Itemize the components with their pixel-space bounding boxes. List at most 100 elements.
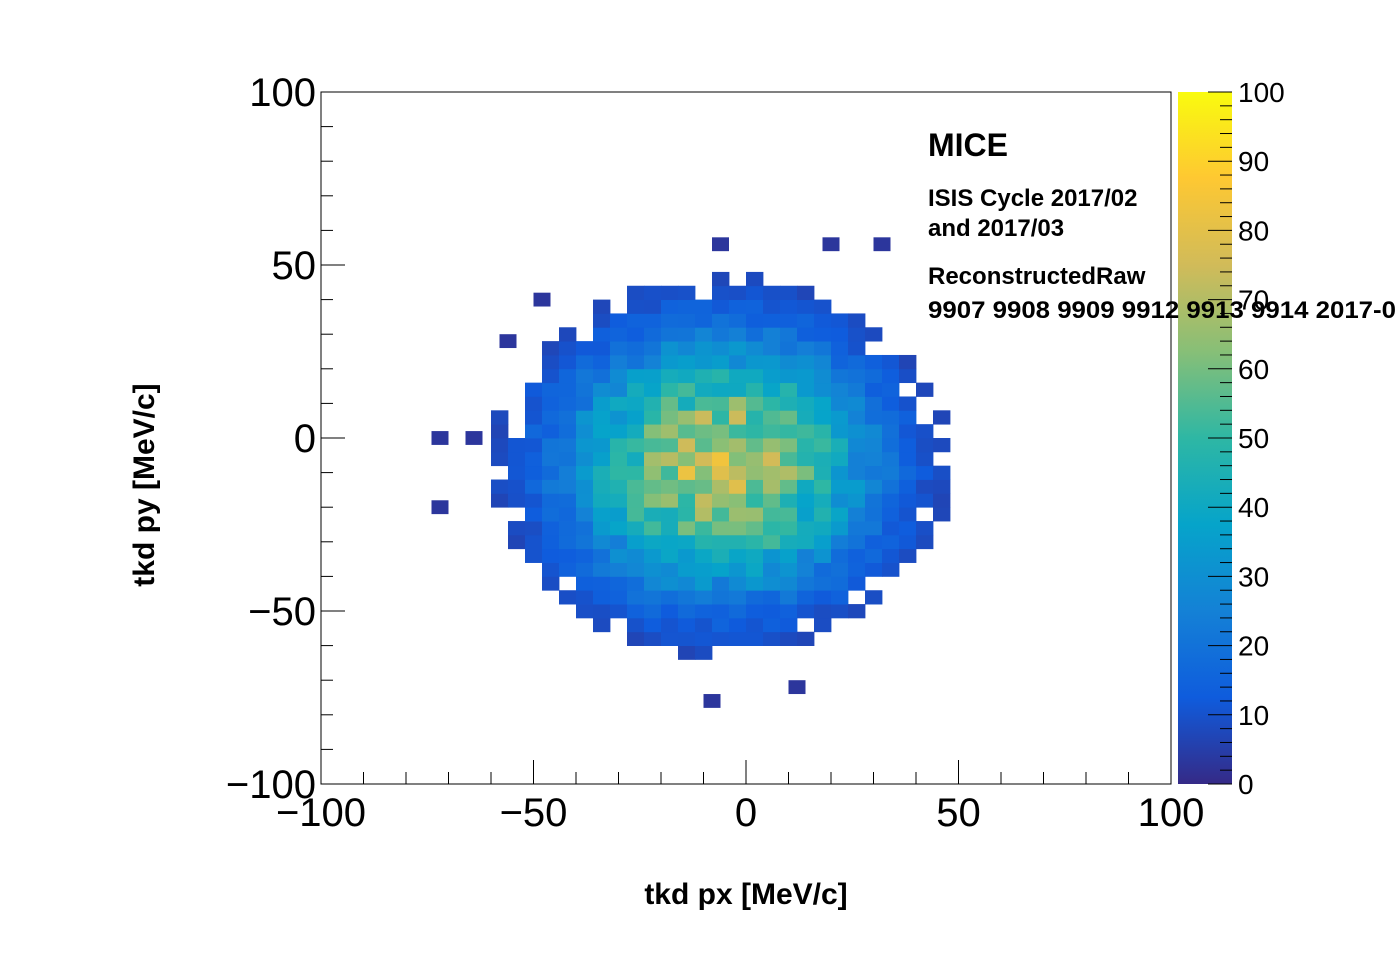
histogram-bin [780,604,798,619]
histogram-bin [831,424,849,439]
histogram-bin [729,604,747,619]
histogram-bin [610,548,628,563]
histogram-bin [593,341,611,356]
histogram-bin [763,590,781,605]
histogram-bin [678,299,696,314]
histogram-bin [712,493,730,508]
histogram-bin [661,493,679,508]
histogram-bin [763,576,781,591]
histogram-bin [865,438,883,453]
histogram-bin [848,368,866,384]
histogram-bin [899,368,917,384]
histogram-bin [627,617,645,633]
histogram-bin [678,465,696,480]
histogram-bin [661,327,679,342]
histogram-bin [729,341,747,356]
histogram-bin [763,604,781,619]
histogram-bin [610,354,628,370]
histogram-bin [593,451,611,467]
histogram-bin [831,382,849,397]
histogram-bin [593,493,611,508]
histogram-bin [729,354,747,370]
histogram-bin [644,354,662,370]
histogram-bin [661,382,679,397]
histogram-bin [508,493,526,508]
histogram-bin [695,590,713,605]
histogram-bin [559,424,577,439]
histogram-bin [831,465,849,480]
histogram-bin [542,465,560,480]
cycle-label-line1: ISIS Cycle 2017/02 [928,185,1137,212]
histogram-bin [797,604,815,619]
histogram-bin [712,410,730,425]
histogram-bin [712,271,730,287]
histogram-bin [542,493,560,508]
histogram-bin [780,534,798,550]
histogram-bin [644,382,662,397]
histogram-bin [712,313,730,328]
histogram-bin [916,424,934,439]
histogram-bin [797,548,815,563]
histogram-bin [712,299,730,314]
histogram-bin [593,382,611,397]
histogram-bin [695,299,713,314]
histogram-bin [797,299,815,314]
histogram-bin [576,354,594,370]
histogram-bin [763,285,781,300]
histogram-bin-outlier [533,292,551,307]
histogram-bin [525,451,543,467]
colorbar-label: 70 [1238,285,1269,316]
histogram-bin [848,576,866,591]
histogram-bin [559,382,577,397]
histogram-bin [576,534,594,550]
histogram-bin [729,382,747,397]
histogram-bin [865,534,883,550]
histogram-bin [695,327,713,342]
histogram-bin [882,438,900,453]
histogram-bin [678,382,696,397]
histogram-bin [576,562,594,577]
histogram-bin [763,396,781,411]
runs-label: 9907 9908 9909 9912 9913 9914 2017-0 [928,297,1396,324]
histogram-bin [780,299,798,314]
histogram-bin-outlier [822,237,840,252]
histogram-bin [508,438,526,453]
histogram-bin [763,534,781,550]
histogram-bin [610,341,628,356]
y-tick-label: 100 [249,71,316,115]
histogram-bin [797,396,815,411]
colorbar-label: 20 [1238,631,1269,662]
histogram-bin [525,521,543,536]
histogram-bin [848,479,866,494]
histogram-bin [712,327,730,342]
histogram-bin [644,534,662,550]
histogram-bin [644,410,662,425]
colorbar-label: 30 [1238,561,1269,592]
histogram-bin [746,327,764,342]
colorbar-ticks [1208,91,1232,785]
experiment-label: MICE [928,127,1008,163]
histogram-bin [593,368,611,384]
histogram-bin [712,354,730,370]
histogram-bin [644,299,662,314]
histogram-bin [780,341,798,356]
histogram-bin [644,285,662,300]
histogram-bin [695,438,713,453]
histogram-bin [729,396,747,411]
histogram-bin [627,604,645,619]
histogram-bin [814,590,832,605]
histogram-bin [695,410,713,425]
histogram-bin [593,465,611,480]
histogram-bin [763,548,781,563]
histogram-bin [627,562,645,577]
histogram-bin [712,451,730,467]
histogram-bin [746,354,764,370]
histogram-bin [797,410,815,425]
histogram-bin [610,479,628,494]
histogram-bin-outlier [703,694,721,708]
histogram-bin [746,382,764,397]
histogram-bin [729,465,747,480]
histogram-bin [695,645,713,660]
histogram-bin [899,424,917,439]
histogram-bin [729,534,747,550]
